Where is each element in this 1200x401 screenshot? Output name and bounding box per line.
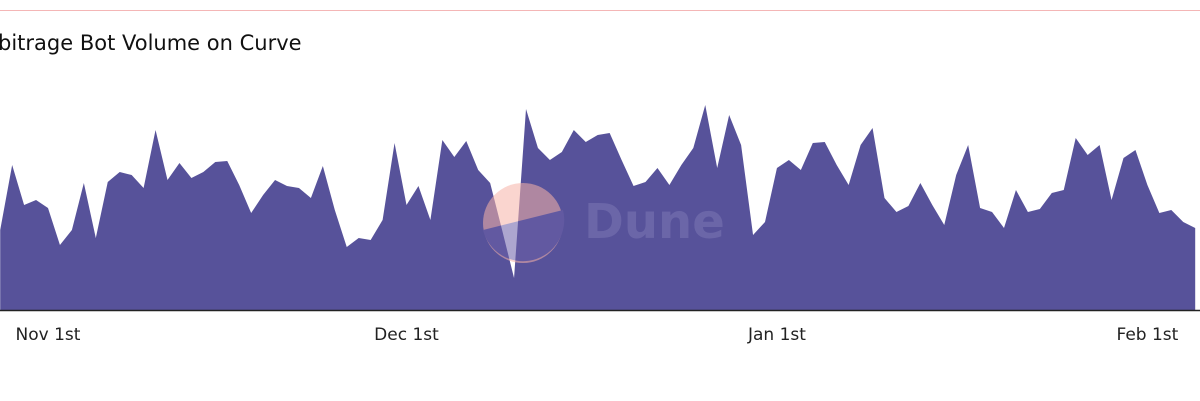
x-tick-label: Jan 1st [747,325,806,345]
plot-area [0,105,1196,310]
chart-title: bitrage Bot Volume on Curve [0,31,302,55]
x-tick-label: Feb 1st [1116,325,1178,345]
watermark-logo-part [483,210,565,262]
watermark: Dune [483,183,725,263]
area [0,105,1196,310]
x-tick-label: Nov 1st [16,325,81,345]
x-tick-label: Dec 1st [374,325,439,345]
watermark-text: Dune [584,194,725,250]
